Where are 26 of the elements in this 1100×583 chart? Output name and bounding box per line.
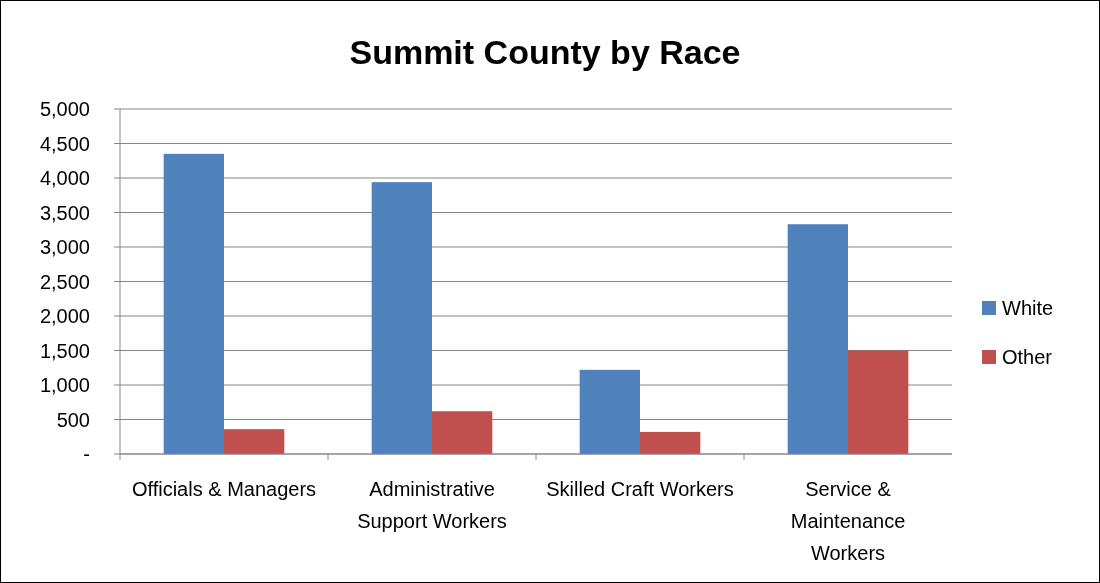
x-tick-label: Skilled Craft Workers: [546, 478, 734, 500]
y-tick-label: 3,500: [39, 201, 90, 224]
x-tick-label: Service & Maintenance Workers: [790, 478, 906, 564]
bar: [640, 431, 701, 454]
bar: [163, 153, 224, 454]
x-tick-label: Administrative Support Workers: [357, 478, 507, 532]
x-tick-label: Officials & Managers: [131, 478, 317, 500]
bar: [579, 369, 640, 454]
bar: [432, 411, 493, 454]
y-tick-label: 2,000: [39, 305, 90, 327]
legend-label: Other: [1002, 346, 1053, 368]
y-tick-label: 4,000: [39, 167, 90, 189]
y-tick-label: 1,000: [39, 374, 90, 396]
bar: [848, 350, 909, 454]
y-tick-label: -: [83, 443, 90, 465]
legend-label: White: [1002, 297, 1054, 319]
y-tick-label: 500: [56, 408, 90, 431]
bar: [787, 224, 848, 454]
y-tick-label: 5,000: [39, 98, 90, 120]
y-tick-label: 1,500: [39, 339, 90, 362]
y-tick-label: 3,000: [39, 236, 90, 258]
chart-title: Summit County by Race: [349, 33, 741, 71]
bar: [371, 182, 432, 454]
bar: [224, 429, 285, 454]
y-tick-label: 2,500: [39, 270, 90, 293]
y-tick-label: 4,500: [39, 132, 90, 155]
